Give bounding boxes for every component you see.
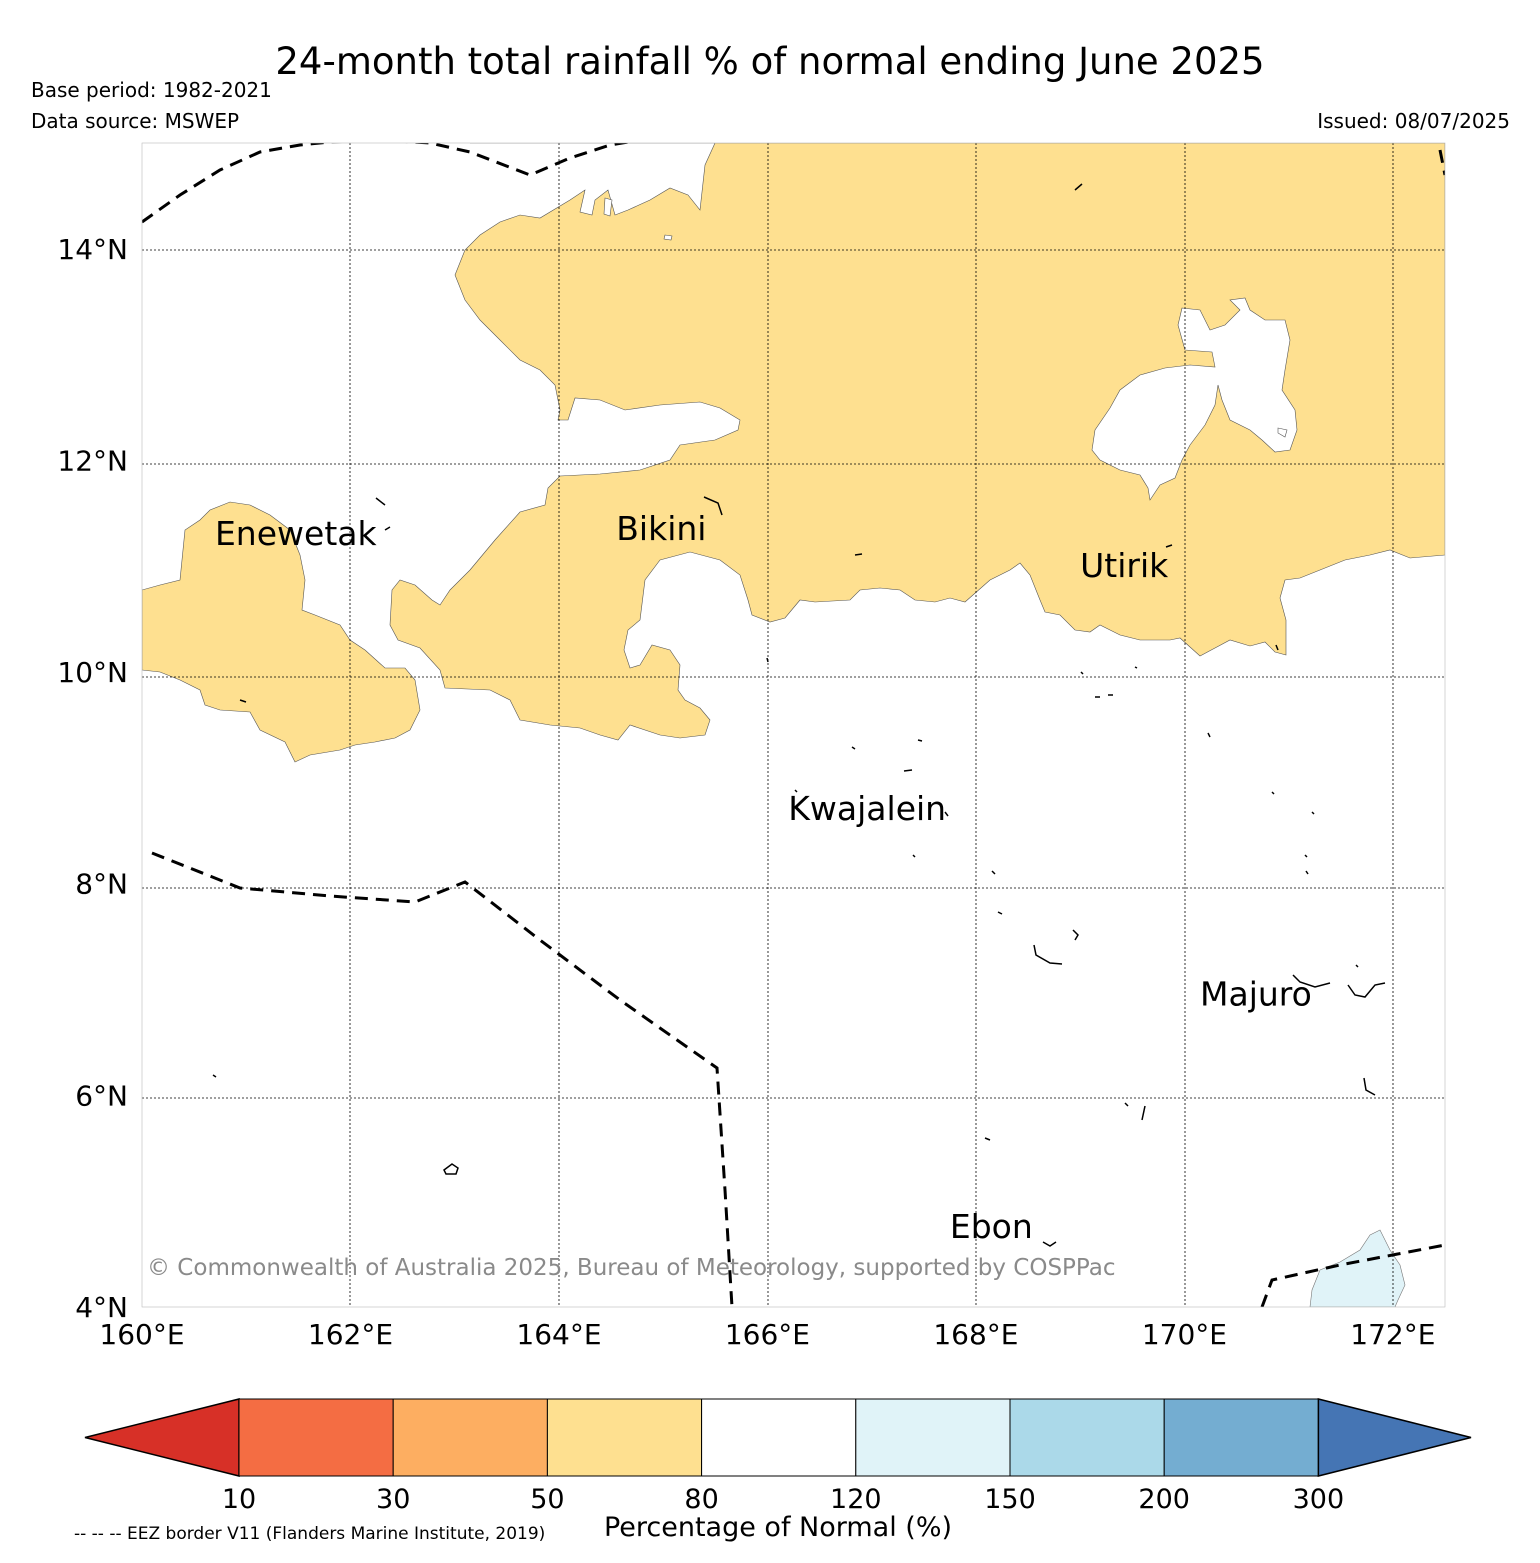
data-source-label: Data source: MSWEP bbox=[31, 109, 240, 133]
longitude-tick-labels: 160°E 162°E 164°E 166°E 168°E 170°E 172°E bbox=[99, 1318, 1435, 1351]
lat-tick-label: 8°N bbox=[75, 868, 128, 901]
lon-tick-label: 172°E bbox=[1350, 1318, 1435, 1351]
lon-tick-label: 160°E bbox=[99, 1318, 184, 1351]
colorbar-segment bbox=[392, 1398, 548, 1477]
issued-date-label: Issued: 08/07/2025 bbox=[1317, 109, 1510, 133]
colorbar-title: Percentage of Normal (%) bbox=[603, 1512, 953, 1543]
colorbar-extension-low bbox=[84, 1398, 240, 1477]
rainfall-region-gap bbox=[603, 197, 1288, 438]
lon-tick-label: 162°E bbox=[308, 1318, 393, 1351]
colorbar-tick-label: 200 bbox=[1138, 1484, 1190, 1515]
place-labels: Enewetak Bikini Utirik Kwajalein Majuro Ebon bbox=[215, 509, 1312, 1246]
colorbar-tick-label: 30 bbox=[376, 1484, 410, 1515]
place-label-utirik: Utirik bbox=[1080, 546, 1169, 585]
place-label-kwajalein: Kwajalein bbox=[788, 789, 946, 828]
lat-tick-label: 4°N bbox=[75, 1291, 128, 1324]
eez-border-lines bbox=[142, 143, 1445, 1307]
colorbar-tick-label: 50 bbox=[530, 1484, 564, 1515]
colorbar-segment bbox=[546, 1398, 703, 1477]
colorbar-segment bbox=[238, 1398, 394, 1477]
lon-tick-label: 164°E bbox=[516, 1318, 601, 1351]
colorbar-segment bbox=[1009, 1398, 1165, 1477]
longitude-gridlines bbox=[349, 143, 1394, 1307]
lat-tick-label: 12°N bbox=[57, 444, 128, 477]
base-period-label: Base period: 1982-2021 bbox=[31, 78, 272, 102]
colorbar-extension-high bbox=[1317, 1398, 1472, 1477]
latitude-tick-labels: 4°N 6°N 8°N 10°N 12°N 14°N bbox=[57, 233, 128, 1324]
copyright-notice: © Commonwealth of Australia 2025, Bureau… bbox=[147, 1255, 1116, 1281]
latitude-gridlines bbox=[142, 249, 1445, 1099]
lon-tick-label: 170°E bbox=[1142, 1318, 1227, 1351]
atoll-outlines bbox=[212, 183, 1386, 1247]
rainfall-region-50-80-west bbox=[142, 501, 421, 763]
eez-footnote: -- -- -- EEZ border V11 (Flanders Marine… bbox=[74, 1524, 546, 1544]
place-label-ebon: Ebon bbox=[950, 1207, 1033, 1246]
colorbar-tick-label: 150 bbox=[984, 1484, 1036, 1515]
colorbar-tick-label: 300 bbox=[1293, 1484, 1345, 1515]
lon-tick-label: 166°E bbox=[725, 1318, 810, 1351]
colorbar-tick-label: 10 bbox=[222, 1484, 256, 1515]
colorbar-segments bbox=[84, 1398, 1472, 1477]
colorbar-segment bbox=[701, 1398, 857, 1477]
map-frame bbox=[141, 142, 1446, 1308]
lat-tick-label: 14°N bbox=[57, 233, 128, 266]
lat-tick-label: 6°N bbox=[75, 1079, 128, 1112]
colorbar-tick-labels: 10 30 50 80 120 150 200 300 bbox=[222, 1484, 1344, 1515]
rainfall-region-120-150-southeast bbox=[1309, 1229, 1406, 1307]
map-title: 24-month total rainfall % of normal endi… bbox=[275, 40, 1265, 83]
colorbar-tick-label: 80 bbox=[684, 1484, 718, 1515]
colorbar-segment bbox=[855, 1398, 1011, 1477]
place-label-bikini: Bikini bbox=[616, 509, 706, 548]
place-label-majuro: Majuro bbox=[1200, 974, 1312, 1013]
rainfall-region-50-80-north bbox=[389, 143, 1445, 741]
colorbar-segment bbox=[1163, 1398, 1319, 1477]
lat-tick-label: 10°N bbox=[57, 656, 128, 689]
colorbar-tick-label: 120 bbox=[830, 1484, 882, 1515]
place-label-enewetak: Enewetak bbox=[215, 514, 378, 553]
lon-tick-label: 168°E bbox=[933, 1318, 1018, 1351]
